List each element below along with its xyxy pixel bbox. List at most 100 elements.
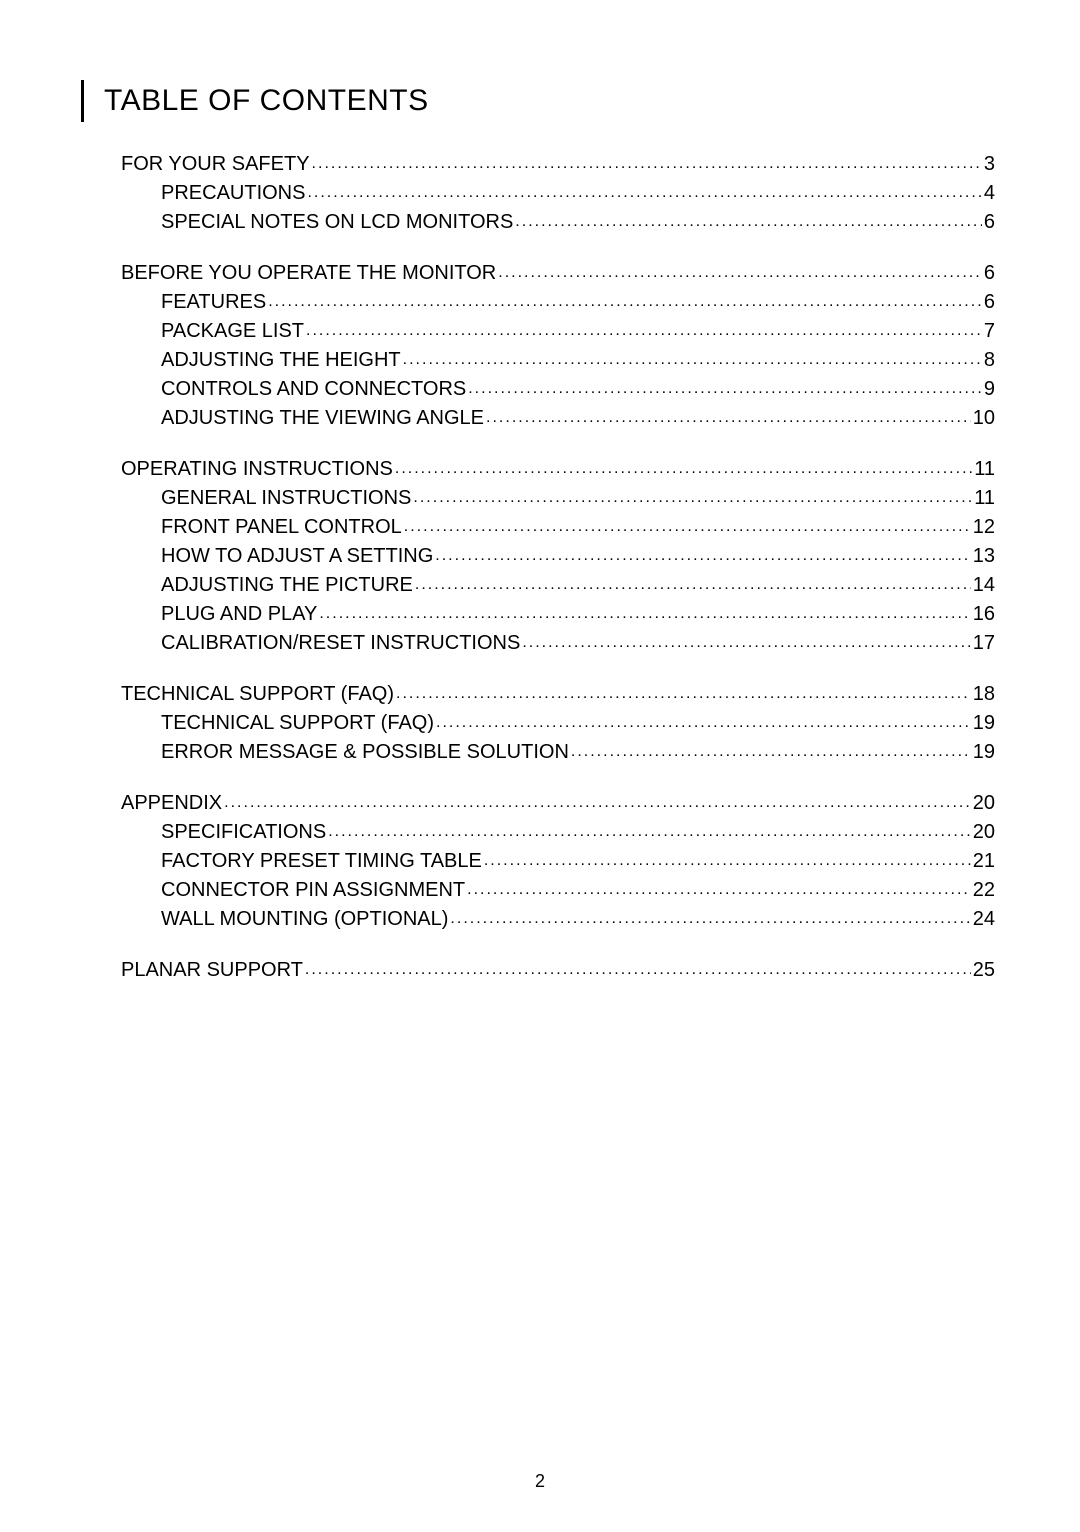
- toc-entry-label: PLUG AND PLAY: [161, 600, 317, 629]
- toc-leader-dots: [413, 486, 972, 509]
- toc-leader-dots: [435, 544, 970, 567]
- title-accent-bar: [81, 80, 84, 122]
- toc-leader-dots: [328, 820, 971, 843]
- toc-entry-sub: PLUG AND PLAY 16: [121, 600, 995, 629]
- toc-leader-dots: [436, 711, 971, 734]
- toc-entry-page: 3: [984, 150, 995, 179]
- toc-section: FOR YOUR SAFETY3PRECAUTIONS4SPECIAL NOTE…: [121, 150, 995, 237]
- toc-entry-label: FEATURES: [161, 288, 266, 317]
- toc-entry-label: SPECIAL NOTES ON LCD MONITORS: [161, 208, 513, 237]
- toc-entry-label: ERROR MESSAGE & POSSIBLE SOLUTION: [161, 738, 569, 767]
- toc-entry-page: 11: [974, 484, 995, 513]
- toc-leader-dots: [522, 631, 970, 654]
- toc-entry-page: 20: [973, 789, 995, 818]
- toc-entry-sub: CONTROLS AND CONNECTORS9: [121, 375, 995, 404]
- toc-leader-dots: [307, 181, 981, 204]
- toc-entry-top: PLANAR SUPPORT 25: [121, 956, 995, 985]
- toc-entry-label: TECHNICAL SUPPORT (FAQ): [161, 709, 434, 738]
- toc-entry-top: TECHNICAL SUPPORT (FAQ)18: [121, 680, 995, 709]
- toc-leader-dots: [450, 907, 970, 930]
- toc-entry-page: 16: [973, 600, 995, 629]
- toc-leader-dots: [467, 878, 971, 901]
- toc-leader-dots: [268, 290, 982, 313]
- toc-entry-sub: GENERAL INSTRUCTIONS 11: [121, 484, 995, 513]
- toc-entry-sub: PACKAGE LIST 7: [121, 317, 995, 346]
- toc-leader-dots: [404, 515, 971, 538]
- toc-entry-label: BEFORE YOU OPERATE THE MONITOR: [121, 259, 496, 288]
- toc-entry-top: OPERATING INSTRUCTIONS 11: [121, 455, 995, 484]
- toc-entry-sub: ADJUSTING THE VIEWING ANGLE 10: [121, 404, 995, 433]
- toc-leader-dots: [319, 602, 970, 625]
- toc-entry-sub: ADJUSTING THE HEIGHT 8: [121, 346, 995, 375]
- toc-section: TECHNICAL SUPPORT (FAQ)18TECHNICAL SUPPO…: [121, 680, 995, 767]
- toc-entry-label: WALL MOUNTING (OPTIONAL): [161, 905, 448, 934]
- toc-entry-page: 19: [973, 709, 995, 738]
- toc-entry-page: 24: [973, 905, 995, 934]
- toc-section: OPERATING INSTRUCTIONS11GENERAL INSTRUCT…: [121, 455, 995, 658]
- toc-entry-page: 22: [973, 876, 995, 905]
- toc-entry-top: FOR YOUR SAFETY 3: [121, 150, 995, 179]
- toc-entry-sub: FRONT PANEL CONTROL 12: [121, 513, 995, 542]
- toc-leader-dots: [306, 319, 982, 342]
- toc-entry-sub: CONNECTOR PIN ASSIGNMENT 22: [121, 876, 995, 905]
- toc-entry-label: HOW TO ADJUST A SETTING: [161, 542, 433, 571]
- toc-entry-label: APPENDIX: [121, 789, 222, 818]
- toc-entry-page: 10: [973, 404, 995, 433]
- toc-leader-dots: [396, 682, 971, 705]
- toc-entry-label: PACKAGE LIST: [161, 317, 304, 346]
- title-wrap: TABLE OF CONTENTS: [81, 80, 995, 122]
- toc-leader-dots: [486, 406, 971, 429]
- toc-entry-page: 8: [984, 346, 995, 375]
- toc-leader-dots: [468, 377, 982, 400]
- toc-entry-label: TECHNICAL SUPPORT (FAQ): [121, 680, 394, 709]
- toc-entry-page: 17: [973, 629, 995, 658]
- toc-leader-dots: [395, 457, 972, 480]
- toc-entry-page: 6: [984, 288, 995, 317]
- page-title: TABLE OF CONTENTS: [104, 84, 429, 118]
- toc-entry-label: SPECIFICATIONS: [161, 818, 326, 847]
- toc-entry-label: PRECAUTIONS: [161, 179, 305, 208]
- toc-entry-label: FACTORY PRESET TIMING TABLE: [161, 847, 482, 876]
- toc-entry-page: 11: [974, 455, 995, 484]
- toc-leader-dots: [415, 573, 971, 596]
- toc-entry-page: 6: [984, 259, 995, 288]
- toc-entry-label: ADJUSTING THE PICTURE: [161, 571, 413, 600]
- toc-leader-dots: [305, 958, 971, 981]
- toc-entry-label: FRONT PANEL CONTROL: [161, 513, 402, 542]
- toc-entry-sub: FACTORY PRESET TIMING TABLE21: [121, 847, 995, 876]
- toc-entry-sub: CALIBRATION/RESET INSTRUCTIONS 17: [121, 629, 995, 658]
- toc-container: FOR YOUR SAFETY3PRECAUTIONS4SPECIAL NOTE…: [85, 150, 995, 985]
- toc-leader-dots: [498, 261, 982, 284]
- toc-section: APPENDIX20SPECIFICATIONS20FACTORY PRESET…: [121, 789, 995, 934]
- toc-entry-page: 4: [984, 179, 995, 208]
- toc-entry-label: CALIBRATION/RESET INSTRUCTIONS: [161, 629, 520, 658]
- toc-entry-label: PLANAR SUPPORT: [121, 956, 303, 985]
- toc-leader-dots: [312, 152, 982, 175]
- toc-entry-page: 20: [973, 818, 995, 847]
- toc-section: BEFORE YOU OPERATE THE MONITOR 6 FEATURES 6…: [121, 259, 995, 433]
- toc-entry-page: 6: [984, 208, 995, 237]
- toc-entry-top: APPENDIX 20: [121, 789, 995, 818]
- toc-section: PLANAR SUPPORT 25: [121, 956, 995, 985]
- toc-entry-page: 25: [973, 956, 995, 985]
- toc-entry-sub: HOW TO ADJUST A SETTING 13: [121, 542, 995, 571]
- toc-entry-sub: SPECIAL NOTES ON LCD MONITORS 6: [121, 208, 995, 237]
- toc-entry-page: 12: [973, 513, 995, 542]
- toc-leader-dots: [571, 740, 971, 763]
- toc-entry-label: CONNECTOR PIN ASSIGNMENT: [161, 876, 465, 905]
- toc-entry-label: ADJUSTING THE VIEWING ANGLE: [161, 404, 484, 433]
- toc-entry-sub: SPECIFICATIONS 20: [121, 818, 995, 847]
- toc-entry-sub: FEATURES 6: [121, 288, 995, 317]
- toc-leader-dots: [515, 210, 982, 233]
- toc-entry-sub: WALL MOUNTING (OPTIONAL) 24: [121, 905, 995, 934]
- toc-entry-sub: TECHNICAL SUPPORT (FAQ) 19: [121, 709, 995, 738]
- toc-entry-label: FOR YOUR SAFETY: [121, 150, 310, 179]
- toc-entry-label: ADJUSTING THE HEIGHT: [161, 346, 401, 375]
- toc-entry-page: 13: [973, 542, 995, 571]
- toc-leader-dots: [224, 791, 971, 814]
- toc-entry-label: GENERAL INSTRUCTIONS: [161, 484, 411, 513]
- toc-leader-dots: [403, 348, 982, 371]
- page-number: 2: [535, 1471, 545, 1492]
- toc-entry-page: 7: [984, 317, 995, 346]
- toc-entry-label: OPERATING INSTRUCTIONS: [121, 455, 393, 484]
